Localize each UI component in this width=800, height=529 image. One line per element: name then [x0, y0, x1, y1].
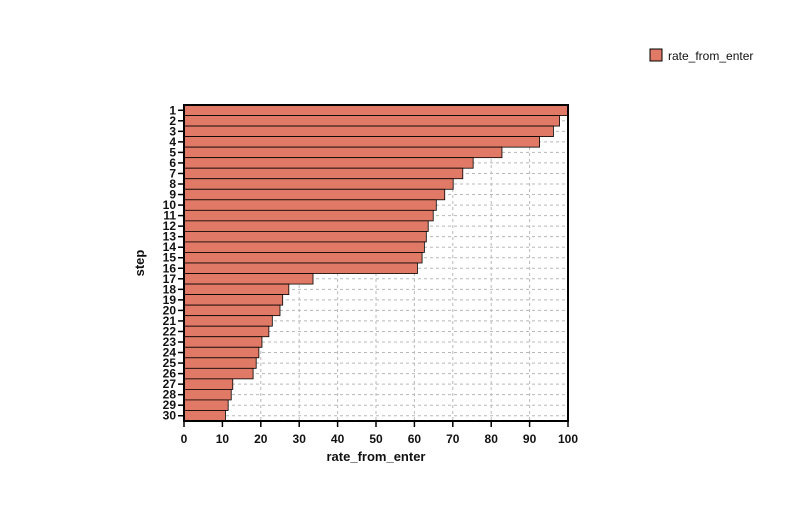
- y-tick-label: 15: [163, 251, 177, 265]
- x-tick-label: 80: [485, 432, 499, 446]
- y-tick-label: 13: [163, 230, 177, 244]
- y-tick-label: 1: [169, 103, 176, 117]
- bar: [183, 199, 437, 211]
- y-tick-label: 16: [163, 261, 177, 275]
- y-tick-label: 3: [169, 124, 176, 138]
- plot-frame: [183, 104, 569, 422]
- legend-label: rate_from_enter: [668, 49, 753, 63]
- x-axis-ticks: 0 10 20 30 40 50 60 70 80 90 100: [181, 421, 578, 446]
- bar: [183, 209, 434, 222]
- y-tick-label: 27: [163, 377, 177, 391]
- bar: [183, 115, 560, 127]
- legend-swatch: [649, 48, 663, 62]
- bar: [183, 304, 281, 317]
- x-tick-label: 10: [216, 432, 230, 446]
- x-tick-label: 30: [293, 432, 307, 446]
- bar: [183, 346, 260, 359]
- bar: [183, 367, 254, 380]
- bar: [183, 104, 569, 116]
- bar: [183, 125, 554, 137]
- y-tick-label: 29: [163, 398, 177, 412]
- y-tick-label: 12: [163, 219, 177, 233]
- bar: [183, 399, 229, 411]
- y-tick-label: 8: [169, 177, 176, 191]
- bar: [183, 388, 232, 401]
- bar: [183, 252, 423, 264]
- y-tick-label: 9: [169, 188, 176, 202]
- y-tick-label: 23: [163, 335, 177, 349]
- y-tick-label: 25: [163, 356, 177, 370]
- y-axis-ticks: 1234567891011121314151617181920212223242…: [163, 103, 184, 423]
- x-tick-label: 50: [369, 432, 383, 446]
- y-tick-label: 17: [163, 272, 177, 286]
- bar: [183, 241, 425, 253]
- bar: [183, 262, 418, 274]
- y-tick-label: 30: [163, 409, 177, 423]
- y-tick-label: 28: [163, 388, 177, 402]
- bar: [183, 336, 263, 348]
- bar: [183, 220, 429, 232]
- bar: [183, 357, 257, 369]
- y-tick-label: 20: [163, 303, 177, 317]
- y-tick-label: 21: [163, 314, 177, 328]
- y-tick-label: 11: [163, 209, 176, 223]
- y-axis-title: step: [132, 250, 147, 277]
- bar: [183, 325, 270, 338]
- y-tick-label: 19: [163, 293, 177, 307]
- bar: [183, 283, 290, 296]
- y-tick-label: 24: [163, 346, 177, 360]
- bar: [183, 315, 273, 327]
- bar: [183, 178, 454, 190]
- bar: [183, 294, 284, 306]
- bar: [183, 378, 234, 390]
- bar: [183, 157, 474, 169]
- bar: [183, 146, 503, 159]
- bars: [183, 104, 569, 422]
- x-tick-label: 60: [408, 432, 422, 446]
- bar: [183, 136, 540, 148]
- x-axis-title: rate_from_enter: [327, 449, 426, 464]
- bar: [183, 167, 464, 180]
- bar: [183, 273, 314, 285]
- y-tick-label: 4: [169, 135, 176, 149]
- x-tick-label: 90: [523, 432, 537, 446]
- y-tick-label: 6: [169, 156, 176, 170]
- bar: [183, 230, 427, 243]
- y-tick-label: 5: [169, 145, 176, 159]
- x-tick-label: 0: [181, 432, 188, 446]
- x-tick-label: 100: [558, 432, 578, 446]
- x-tick-label: 40: [331, 432, 345, 446]
- x-tick-label: 70: [446, 432, 460, 446]
- legend: rate_from_enter: [649, 48, 753, 63]
- y-tick-label: 18: [163, 282, 177, 296]
- x-tick-label: 20: [254, 432, 268, 446]
- bar: [183, 188, 446, 201]
- y-tick-label: 7: [169, 166, 176, 180]
- y-tick-label: 2: [169, 114, 176, 128]
- y-tick-label: 26: [163, 367, 177, 381]
- bar: [183, 410, 226, 422]
- y-tick-label: 22: [163, 324, 177, 338]
- y-tick-label: 14: [163, 240, 177, 254]
- y-tick-label: 10: [163, 198, 177, 212]
